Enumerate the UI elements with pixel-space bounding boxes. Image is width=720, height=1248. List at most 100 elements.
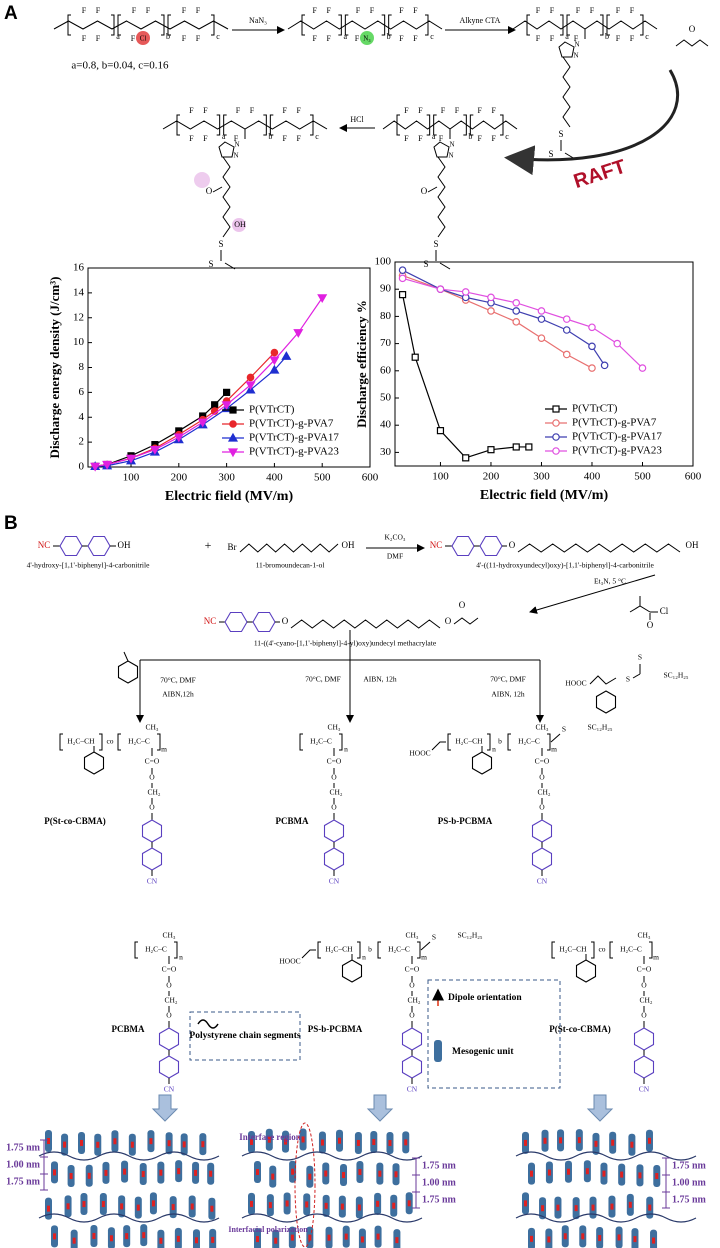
label: HOOC bbox=[565, 679, 586, 688]
benzene-ring bbox=[633, 1055, 655, 1079]
benzene-ring bbox=[341, 959, 363, 983]
dipole bbox=[291, 1168, 295, 1175]
dipole bbox=[142, 1232, 146, 1239]
dipole bbox=[543, 1137, 547, 1144]
dipole bbox=[159, 1237, 163, 1244]
label: CH₂ bbox=[329, 788, 342, 797]
dipole bbox=[591, 1204, 595, 1211]
legend-label: P(VTrCT)-g-PVA23 bbox=[249, 446, 339, 458]
dipole bbox=[290, 1234, 294, 1241]
label: F bbox=[250, 106, 255, 115]
label: F bbox=[312, 34, 317, 43]
label: CH₂ bbox=[147, 788, 160, 797]
x-tick-label: 300 bbox=[533, 471, 550, 483]
dipole bbox=[267, 1136, 271, 1143]
data-point bbox=[512, 298, 521, 307]
dipole bbox=[125, 1233, 129, 1240]
label: F bbox=[630, 6, 635, 15]
label: 1.75 nm bbox=[422, 1160, 457, 1171]
label: CH₃ bbox=[637, 931, 650, 940]
dipole bbox=[268, 1202, 272, 1209]
label: O bbox=[641, 1011, 647, 1020]
data-point bbox=[512, 307, 521, 315]
series-line bbox=[402, 277, 643, 369]
dipole bbox=[404, 1139, 408, 1146]
label: O bbox=[539, 773, 545, 782]
label: 70°C, DMF bbox=[160, 676, 196, 685]
label: F bbox=[326, 34, 331, 43]
label: F bbox=[196, 34, 201, 43]
dipole bbox=[256, 1169, 259, 1176]
data-point bbox=[149, 445, 160, 455]
dipole bbox=[324, 1202, 328, 1209]
label: F bbox=[404, 106, 409, 115]
chain bbox=[339, 733, 343, 751]
label: n bbox=[362, 953, 366, 962]
label: O bbox=[539, 803, 545, 812]
y-axis-label: Discharge efficiency % bbox=[354, 300, 369, 428]
triazole bbox=[218, 141, 235, 158]
label: O bbox=[409, 981, 415, 990]
y-tick-label: 2 bbox=[79, 436, 85, 448]
dipole bbox=[547, 1236, 551, 1243]
series-line bbox=[402, 269, 606, 366]
label: H₂C–CH bbox=[455, 737, 483, 746]
chain bbox=[629, 605, 651, 613]
label: m bbox=[161, 745, 167, 754]
label: O bbox=[166, 981, 172, 990]
dipole bbox=[610, 1203, 614, 1210]
label: F bbox=[550, 34, 555, 43]
data-point bbox=[562, 350, 571, 359]
benzene-ring bbox=[633, 1027, 655, 1051]
chain bbox=[609, 941, 613, 959]
x-tick-label: 100 bbox=[432, 471, 449, 483]
label: PCBMA bbox=[112, 1024, 145, 1034]
dipole bbox=[394, 1171, 398, 1178]
label: S bbox=[548, 149, 553, 159]
label: S bbox=[218, 239, 223, 249]
dipole bbox=[256, 1236, 259, 1243]
dipole bbox=[342, 1172, 346, 1179]
label: c bbox=[430, 32, 434, 41]
label: F bbox=[296, 106, 301, 115]
legend-box bbox=[189, 1011, 301, 1061]
chain bbox=[223, 114, 227, 136]
series-line bbox=[95, 352, 275, 467]
chain bbox=[161, 14, 165, 36]
bond bbox=[212, 186, 223, 193]
label: F bbox=[96, 34, 101, 43]
chain bbox=[591, 941, 595, 959]
y-tick-label: 6 bbox=[79, 386, 85, 398]
chain bbox=[134, 941, 138, 959]
label: O bbox=[445, 616, 452, 626]
label: H₂C–C bbox=[620, 945, 642, 954]
label: C=O bbox=[145, 757, 160, 766]
chain bbox=[600, 14, 604, 36]
chain bbox=[162, 120, 328, 130]
chain bbox=[299, 733, 303, 751]
x-tick-label: 600 bbox=[685, 471, 702, 483]
label: F bbox=[550, 6, 555, 15]
label: Dipole orientation bbox=[448, 993, 522, 1003]
dipole bbox=[388, 1140, 392, 1147]
y-tick-label: 60 bbox=[380, 364, 392, 376]
chain bbox=[388, 14, 392, 36]
legend-label: Polystyrene chain segments bbox=[189, 1031, 300, 1041]
label: Mesogenic unit bbox=[452, 1047, 514, 1057]
x-tick-label: 400 bbox=[584, 471, 601, 483]
dipole bbox=[167, 1140, 171, 1147]
label: F bbox=[418, 106, 423, 115]
dipole bbox=[101, 1201, 105, 1208]
y-tick-label: 80 bbox=[380, 310, 392, 322]
label: F bbox=[576, 6, 581, 15]
benzene-ring bbox=[323, 819, 345, 843]
label: a bbox=[344, 32, 348, 41]
dipole bbox=[87, 1172, 91, 1179]
data-point bbox=[537, 307, 546, 315]
chain bbox=[344, 14, 349, 36]
label: b bbox=[605, 32, 609, 41]
legend-label: P(VTrCT) bbox=[249, 404, 295, 416]
data-point bbox=[537, 315, 546, 323]
legend-label: P(VTrCT)-g-PVA7 bbox=[572, 417, 657, 429]
